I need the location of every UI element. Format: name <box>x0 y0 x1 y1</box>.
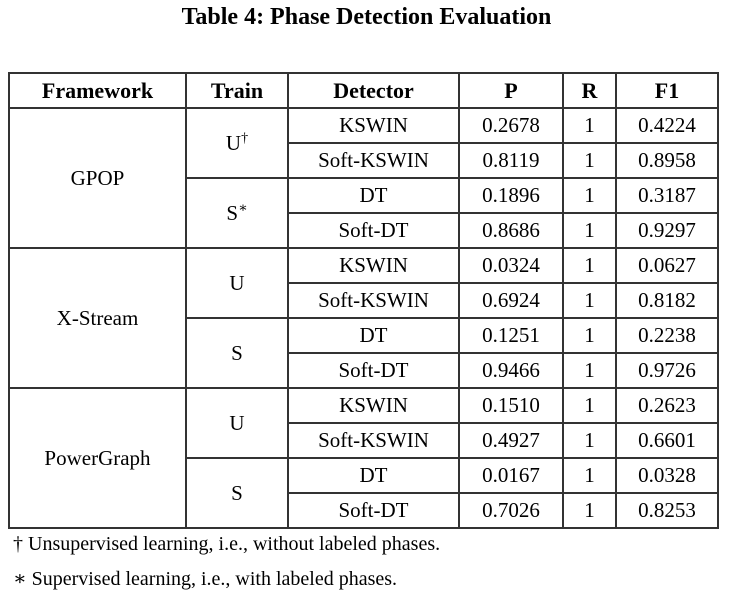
col-header-detector: Detector <box>287 72 460 109</box>
f1-cell: 0.8958 <box>615 142 719 179</box>
table-row: Soft-DT 0.7026 1 0.8253 <box>9 492 719 529</box>
f1-cell: 0.9297 <box>615 212 719 249</box>
recall-cell: 1 <box>562 352 617 389</box>
recall-cell: 1 <box>562 457 617 494</box>
f1-cell: 0.0328 <box>615 457 719 494</box>
recall-cell: 1 <box>562 317 617 354</box>
footnote-supervised: ∗ Supervised learning, i.e., with labele… <box>13 568 440 591</box>
f1-cell: 0.0627 <box>615 247 719 284</box>
col-header-recall: R <box>562 72 617 109</box>
table-row: X-Stream U KSWIN 0.0324 1 0.0627 <box>8 247 719 389</box>
train-cell: U <box>185 387 289 459</box>
table-caption: Table 4: Phase Detection Evaluation <box>181 4 552 30</box>
recall-cell: 1 <box>562 142 617 179</box>
f1-cell: 0.8253 <box>615 492 719 529</box>
f1-cell: 0.3187 <box>615 177 719 214</box>
train-cell: S∗ <box>185 177 289 249</box>
table-row: S DT 0.0167 1 0.0328 <box>9 457 719 529</box>
train-cell: S <box>185 317 289 389</box>
detector-cell: KSWIN <box>287 247 460 284</box>
recall-cell: 1 <box>562 212 617 249</box>
detector-cell: Soft-KSWIN <box>287 422 460 459</box>
table-row: S DT 0.1251 1 0.2238 <box>9 317 719 389</box>
train-cell: U† <box>185 107 289 179</box>
train-label: S <box>226 200 239 225</box>
detector-cell: Soft-DT <box>287 352 460 389</box>
detector-cell: KSWIN <box>287 107 460 144</box>
precision-cell: 0.8119 <box>458 142 564 179</box>
phase-detection-table: Framework Train Detector P R F1 GPOP U† … <box>8 72 719 529</box>
detector-cell: Soft-DT <box>287 212 460 249</box>
f1-cell: 0.2238 <box>615 317 719 354</box>
precision-cell: 0.6924 <box>458 282 564 319</box>
table-row: PowerGraph U KSWIN 0.1510 1 0.2623 <box>8 387 719 529</box>
f1-cell: 0.9726 <box>615 352 719 389</box>
precision-cell: 0.1510 <box>458 387 564 424</box>
framework-cell: PowerGraph <box>8 387 187 529</box>
train-cell: U <box>185 247 289 319</box>
asterisk-superscript: ∗ <box>238 200 248 216</box>
precision-cell: 0.8686 <box>458 212 564 249</box>
table-row: Soft-DT 0.8686 1 0.9297 <box>9 212 719 249</box>
detector-cell: KSWIN <box>287 387 460 424</box>
col-header-f1: F1 <box>615 72 719 109</box>
precision-cell: 0.1896 <box>458 177 564 214</box>
precision-cell: 0.1251 <box>458 317 564 354</box>
train-label: S <box>231 340 243 365</box>
train-label: S <box>231 480 243 505</box>
footnote-unsupervised: † Unsupervised learning, i.e., without l… <box>13 533 440 556</box>
dagger-symbol: † <box>13 533 23 555</box>
f1-cell: 0.2623 <box>615 387 719 424</box>
precision-cell: 0.0167 <box>458 457 564 494</box>
table-row: S∗ DT 0.1896 1 0.3187 <box>9 177 719 249</box>
table-row: Soft-KSWIN 0.4927 1 0.6601 <box>9 422 719 459</box>
precision-cell: 0.2678 <box>458 107 564 144</box>
table-row: GPOP U† KSWIN 0.2678 1 0.4224 <box>8 107 719 249</box>
framework-cell: GPOP <box>8 107 187 249</box>
recall-cell: 1 <box>562 282 617 319</box>
footnotes: † Unsupervised learning, i.e., without l… <box>13 533 440 593</box>
header-row: Framework Train Detector P R F1 <box>8 72 719 109</box>
recall-cell: 1 <box>562 247 617 284</box>
footnote-text: Unsupervised learning, i.e., without lab… <box>28 533 441 555</box>
train-label: U <box>229 410 245 435</box>
train-label: U <box>229 270 245 295</box>
precision-cell: 0.7026 <box>458 492 564 529</box>
table-row: Soft-DT 0.9466 1 0.9726 <box>9 352 719 389</box>
col-header-framework: Framework <box>8 72 187 109</box>
col-header-train: Train <box>185 72 289 109</box>
recall-cell: 1 <box>562 492 617 529</box>
precision-cell: 0.4927 <box>458 422 564 459</box>
detector-cell: Soft-KSWIN <box>287 282 460 319</box>
recall-cell: 1 <box>562 387 617 424</box>
recall-cell: 1 <box>562 422 617 459</box>
recall-cell: 1 <box>562 177 617 214</box>
f1-cell: 0.8182 <box>615 282 719 319</box>
train-label: U <box>225 130 242 155</box>
footnote-text: Supervised learning, i.e., with labeled … <box>31 568 398 590</box>
dagger-superscript: † <box>241 130 249 146</box>
detector-cell: DT <box>287 177 460 214</box>
f1-cell: 0.4224 <box>615 107 719 144</box>
precision-cell: 0.9466 <box>458 352 564 389</box>
table-row: Soft-KSWIN 0.8119 1 0.8958 <box>9 142 719 179</box>
precision-cell: 0.0324 <box>458 247 564 284</box>
detector-cell: DT <box>287 457 460 494</box>
framework-cell: X-Stream <box>8 247 187 389</box>
f1-cell: 0.6601 <box>615 422 719 459</box>
detector-cell: DT <box>287 317 460 354</box>
detector-cell: Soft-KSWIN <box>287 142 460 179</box>
detector-cell: Soft-DT <box>287 492 460 529</box>
train-cell: S <box>185 457 289 529</box>
recall-cell: 1 <box>562 107 617 144</box>
asterisk-symbol: ∗ <box>13 568 27 590</box>
col-header-precision: P <box>458 72 564 109</box>
table-row: Soft-KSWIN 0.6924 1 0.8182 <box>9 282 719 319</box>
